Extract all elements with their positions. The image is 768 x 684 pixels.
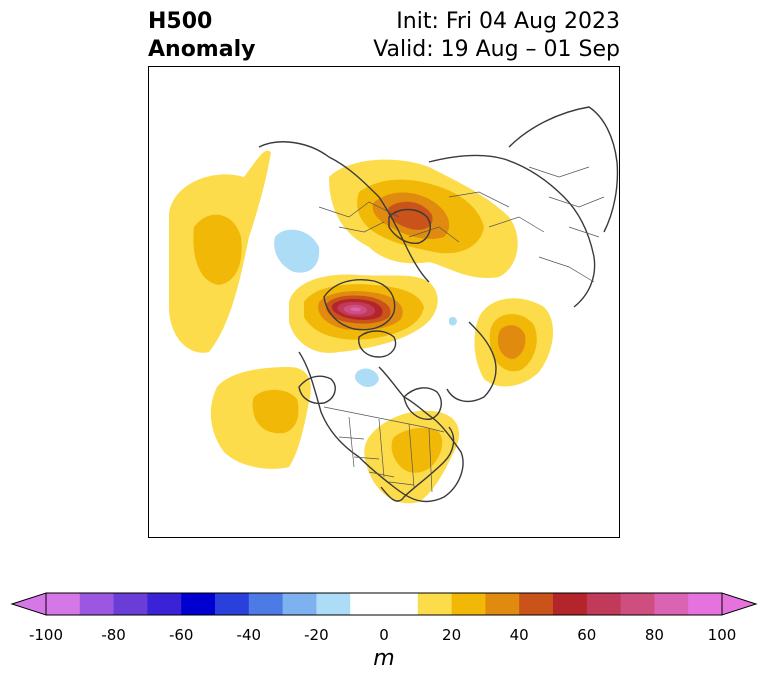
colorbar-cells bbox=[46, 593, 723, 615]
colorbar-cell bbox=[620, 593, 655, 615]
anomaly-map bbox=[148, 66, 620, 538]
anomaly-contours bbox=[169, 150, 554, 504]
colorbar-extend-max-arrow bbox=[721, 592, 758, 616]
colorbar-cell bbox=[350, 593, 385, 615]
colorbar-extend-min-arrow bbox=[10, 592, 47, 616]
coast-north-america bbox=[298, 351, 464, 503]
coast-greenland bbox=[323, 279, 396, 331]
colorbar-cell bbox=[147, 593, 182, 615]
title-field: Anomaly bbox=[148, 37, 256, 62]
borders-north-america bbox=[323, 406, 445, 493]
colorbar-outline bbox=[45, 592, 723, 616]
coast-arctic-islands bbox=[358, 330, 397, 358]
colorbar-cell bbox=[79, 593, 115, 615]
anomaly-map-svg bbox=[169, 106, 619, 504]
coastlines bbox=[258, 106, 619, 503]
colorbar-tick-label: 20 bbox=[442, 626, 462, 644]
contour-europe-50 bbox=[387, 201, 433, 230]
colorbar-cell bbox=[181, 593, 216, 615]
plot-title-right: Init: Fri 04 Aug 2023 Valid: 19 Aug – 01… bbox=[373, 8, 620, 64]
contour-siberia-40 bbox=[498, 325, 526, 359]
colorbar-cell bbox=[417, 593, 453, 615]
colorbar-tick-label: -100 bbox=[28, 626, 64, 644]
colorbar-tick-label: -40 bbox=[236, 626, 262, 644]
colorbar-cell bbox=[113, 593, 148, 615]
colorbar-cell bbox=[451, 593, 486, 615]
colorbar-cell bbox=[485, 593, 520, 615]
colorbar-tick-label: -60 bbox=[168, 626, 194, 644]
contour-canada-neg bbox=[354, 368, 379, 387]
coast-alaska bbox=[446, 321, 497, 403]
colorbar-cell bbox=[384, 593, 419, 615]
title-variable: H500 bbox=[148, 9, 213, 34]
colorbar-tick-label: 40 bbox=[509, 626, 529, 644]
plot-title-left: H500 Anomaly bbox=[148, 8, 255, 64]
coast-us-east bbox=[380, 426, 455, 502]
borders-asia bbox=[528, 166, 605, 283]
coast-europe bbox=[258, 141, 430, 283]
colorbar-tick-label: -80 bbox=[101, 626, 126, 644]
contour-arctic-90 bbox=[350, 307, 361, 312]
contour-npac-30 bbox=[252, 389, 299, 434]
colorbar-cell bbox=[248, 593, 284, 615]
valid-range-label: Valid: 19 Aug – 01 Sep bbox=[373, 37, 620, 62]
contour-med-neg bbox=[274, 229, 320, 273]
colorbar bbox=[10, 592, 758, 616]
init-date-label: Init: Fri 04 Aug 2023 bbox=[396, 9, 620, 34]
colorbar-units-label: m bbox=[373, 646, 395, 671]
colorbar-tick-label: 100 bbox=[707, 626, 737, 644]
colorbar-cell bbox=[282, 593, 317, 615]
colorbar-cell bbox=[654, 593, 689, 615]
colorbar-cell bbox=[316, 593, 351, 615]
coast-gulf bbox=[298, 375, 336, 405]
colorbar-cell bbox=[553, 593, 588, 615]
contour-pacific-30 bbox=[193, 214, 242, 285]
colorbar-cell bbox=[688, 593, 723, 615]
political-borders bbox=[318, 166, 605, 493]
contour-siberia-neg bbox=[449, 316, 457, 326]
colorbar-cell bbox=[46, 593, 81, 615]
colorbar-cell bbox=[215, 593, 250, 615]
coast-asia-east bbox=[508, 106, 619, 233]
coast-russia bbox=[428, 154, 596, 308]
borders-europe bbox=[318, 191, 545, 243]
colorbar-cell bbox=[586, 593, 622, 615]
colorbar-tick-label: -20 bbox=[304, 626, 329, 644]
colorbar-cell bbox=[519, 593, 554, 615]
coast-scandinavia bbox=[388, 208, 431, 244]
colorbar-tick-label: 80 bbox=[644, 626, 664, 644]
colorbar-tick-label: 60 bbox=[577, 626, 597, 644]
colorbar-tick-label: 0 bbox=[379, 626, 389, 644]
coast-hudson bbox=[403, 387, 442, 420]
